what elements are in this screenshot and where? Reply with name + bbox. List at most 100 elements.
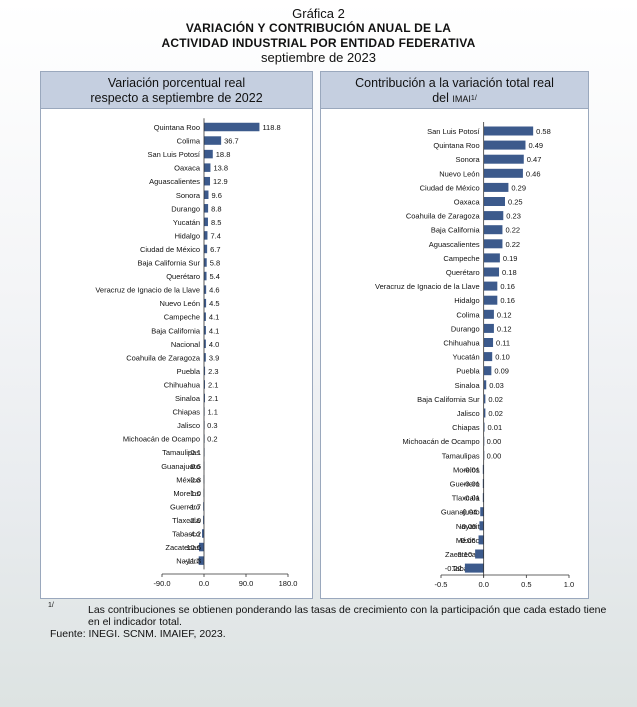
data-bar — [483, 154, 524, 164]
data-label: 18.8 — [216, 150, 231, 159]
chart-title-line2: ACTIVIDAD INDUSTRIAL POR ENTIDAD FEDERAT… — [161, 36, 476, 50]
data-label: -2.0 — [188, 516, 201, 525]
variation-panel-title-line1: Variación porcentual real — [107, 76, 246, 90]
variation-panel-title-line2: respecto a septiembre de 2022 — [90, 91, 263, 105]
data-label: -1.7 — [188, 502, 201, 511]
data-bar — [204, 204, 209, 213]
data-label: 0.00 — [487, 437, 502, 446]
data-label: 4.5 — [209, 299, 219, 308]
data-label: -0.01 — [463, 494, 480, 503]
data-bar — [204, 393, 205, 403]
contribution-title-footnote-mark: 1/ — [470, 95, 477, 102]
data-label: 0.19 — [503, 254, 518, 263]
data-label: 0.47 — [527, 155, 542, 164]
data-bar — [204, 163, 211, 172]
category-label: San Luis Potosí — [147, 150, 200, 159]
category-label: Veracruz de Ignacio de la Llave — [375, 282, 480, 291]
data-bar — [203, 515, 204, 525]
data-label: 4.6 — [209, 286, 219, 295]
data-label: 8.5 — [211, 218, 221, 227]
category-label: Quintana Roo — [154, 123, 200, 132]
data-label: 0.25 — [508, 198, 523, 207]
data-bar — [464, 563, 484, 573]
data-label: 0.00 — [487, 451, 502, 460]
data-label: 4.0 — [209, 340, 219, 349]
category-label: Durango — [171, 204, 200, 213]
data-bar — [204, 312, 206, 321]
chart-title-line1: VARIACIÓN Y CONTRIBUCIÓN ANUAL DE LA — [185, 21, 452, 35]
data-bar — [483, 253, 500, 263]
data-label: 0.46 — [526, 169, 541, 178]
data-label: -0.05 — [459, 522, 476, 531]
category-label: Jalisco — [457, 409, 480, 418]
data-label: 0.03 — [489, 381, 504, 390]
category-label: Sinaloa — [175, 394, 201, 403]
category-label: Morelos — [453, 465, 480, 474]
data-label: 7.4 — [210, 231, 220, 240]
data-bar — [483, 422, 485, 432]
category-label: Colima — [456, 310, 480, 319]
data-label: 0.29 — [511, 183, 526, 192]
category-label: Veracruz de Ignacio de la Llave — [95, 286, 200, 295]
footnote-mark: 1/ — [48, 602, 54, 609]
data-bar — [483, 352, 493, 362]
data-label: 0.58 — [536, 127, 551, 136]
category-label: Chihuahua — [443, 339, 480, 348]
category-label: Guanajuato — [441, 508, 480, 517]
category-label: Baja California Sur — [417, 395, 480, 404]
category-label: Nacional — [171, 340, 201, 349]
data-label: 2.1 — [208, 394, 218, 403]
figure-label: Gráfica 2 — [292, 6, 345, 21]
contribution-panel-title-line1: Contribución a la variación total real — [355, 76, 554, 90]
category-label: Tamaulipas — [162, 448, 200, 457]
category-label: Nuevo León — [160, 299, 200, 308]
category-label: Guanajuato — [161, 462, 200, 471]
data-label: 8.8 — [211, 204, 221, 213]
data-label: -0.01 — [463, 480, 480, 489]
data-bar — [204, 136, 222, 145]
data-label: 0.3 — [207, 421, 217, 430]
data-label: 118.8 — [262, 123, 280, 132]
data-label: -0.22 — [445, 564, 462, 573]
category-label: Sonora — [455, 155, 480, 164]
category-label: Yucatán — [173, 218, 200, 227]
category-label: Chiapas — [452, 423, 480, 432]
source-label: Fuente: — [50, 628, 86, 640]
contribution-title-prefix: del — [432, 91, 449, 105]
data-label: 0.02 — [488, 409, 503, 418]
data-bar — [483, 380, 487, 390]
data-bar — [204, 258, 207, 267]
category-label: Baja California — [431, 226, 481, 235]
x-tick-label: 0.5 — [521, 580, 531, 589]
data-label: 12.9 — [213, 177, 228, 186]
x-tick-label: 1.0 — [564, 580, 574, 589]
data-label: 0.23 — [506, 212, 521, 221]
data-bar — [480, 507, 484, 517]
data-label: 6.7 — [210, 245, 220, 254]
data-bar — [204, 366, 206, 376]
data-label: -0.01 — [463, 465, 480, 474]
data-bar — [198, 556, 204, 565]
data-bar — [204, 190, 209, 199]
category-label: Tabasco — [172, 530, 200, 539]
category-label: Campeche — [164, 313, 200, 322]
data-bar — [204, 149, 213, 159]
data-label: 0.18 — [502, 268, 517, 277]
data-bar — [199, 542, 204, 552]
contribution-panel-header: Contribución a la variación total real d… — [321, 72, 588, 109]
data-label: -0.6 — [188, 462, 201, 471]
category-label: Hidalgo — [175, 231, 200, 240]
contribution-bar-chart: San Luis Potosí 0.58 Quintana Roo 0.49 Sonor… — [375, 121, 574, 589]
category-label: Hidalgo — [454, 296, 479, 305]
data-bar — [483, 197, 505, 206]
data-bar — [204, 353, 206, 362]
category-label: Tlaxcala — [452, 494, 481, 503]
data-bar — [483, 338, 494, 347]
category-label: Michoacán de Ocampo — [123, 435, 200, 444]
category-label: Morelos — [173, 489, 200, 498]
data-bar — [483, 267, 500, 277]
category-label: Campeche — [443, 254, 479, 263]
category-label: México — [456, 536, 480, 545]
category-label: Baja California — [151, 326, 201, 335]
data-bar — [483, 366, 492, 376]
